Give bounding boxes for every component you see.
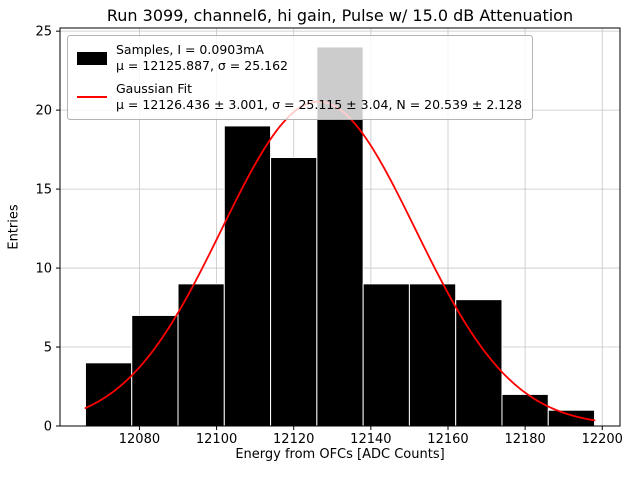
legend-samples-line1: Samples, I = 0.0903mA xyxy=(116,42,264,57)
histogram-bar xyxy=(131,314,179,427)
x-tick-label: 12160 xyxy=(427,432,468,447)
legend-gaussian-line1: Gaussian Fit xyxy=(116,81,192,96)
histogram-bar xyxy=(270,157,318,427)
legend-gaussian-line2: μ = 12126.436 ± 3.001, σ = 25.115 ± 3.04… xyxy=(116,97,523,112)
legend: Samples, I = 0.0903mA μ = 12125.887, σ =… xyxy=(67,35,534,120)
histogram-bar xyxy=(501,393,549,427)
x-tick-label: 12120 xyxy=(273,432,314,447)
x-tick-label: 12180 xyxy=(504,432,545,447)
legend-marker-column xyxy=(76,51,108,65)
histogram-bar xyxy=(408,283,457,427)
histogram-bar xyxy=(223,125,272,427)
x-axis-label: Energy from OFCs [ADC Counts] xyxy=(235,447,445,462)
legend-text-gaussian-fit: Gaussian Fit μ = 12126.436 ± 3.001, σ = … xyxy=(116,81,522,113)
legend-samples-line2: μ = 12125.887, σ = 25.162 xyxy=(116,58,288,73)
x-tick-label: 12140 xyxy=(350,432,391,447)
histogram-bar xyxy=(177,283,225,427)
histogram-bar xyxy=(547,409,596,427)
histogram-bar xyxy=(362,283,410,427)
legend-text-samples: Samples, I = 0.0903mA μ = 12125.887, σ =… xyxy=(116,42,288,74)
y-tick-label: 5 xyxy=(44,341,52,356)
x-tick-label: 12200 xyxy=(582,432,623,447)
y-axis-label: Entries xyxy=(6,204,22,250)
y-tick-label: 10 xyxy=(35,262,52,277)
y-tick-label: 25 xyxy=(35,25,52,40)
y-tick-label: 15 xyxy=(35,183,52,198)
chart-title: Run 3099, channel6, hi gain, Pulse w/ 15… xyxy=(106,6,574,25)
x-tick-label: 12080 xyxy=(119,432,160,447)
samples-swatch xyxy=(77,51,107,65)
axes-spines xyxy=(59,27,621,427)
legend-entry-samples: Samples, I = 0.0903mA μ = 12125.887, σ =… xyxy=(76,42,522,74)
x-tick-label: 12100 xyxy=(196,432,237,447)
legend-entry-gaussian-fit: Gaussian Fit μ = 12126.436 ± 3.001, σ = … xyxy=(76,81,522,113)
legend-marker-column xyxy=(76,96,108,98)
y-tick-label: 0 xyxy=(44,420,52,435)
y-tick-label: 20 xyxy=(35,104,52,119)
gaussian-fit-swatch xyxy=(77,96,107,98)
